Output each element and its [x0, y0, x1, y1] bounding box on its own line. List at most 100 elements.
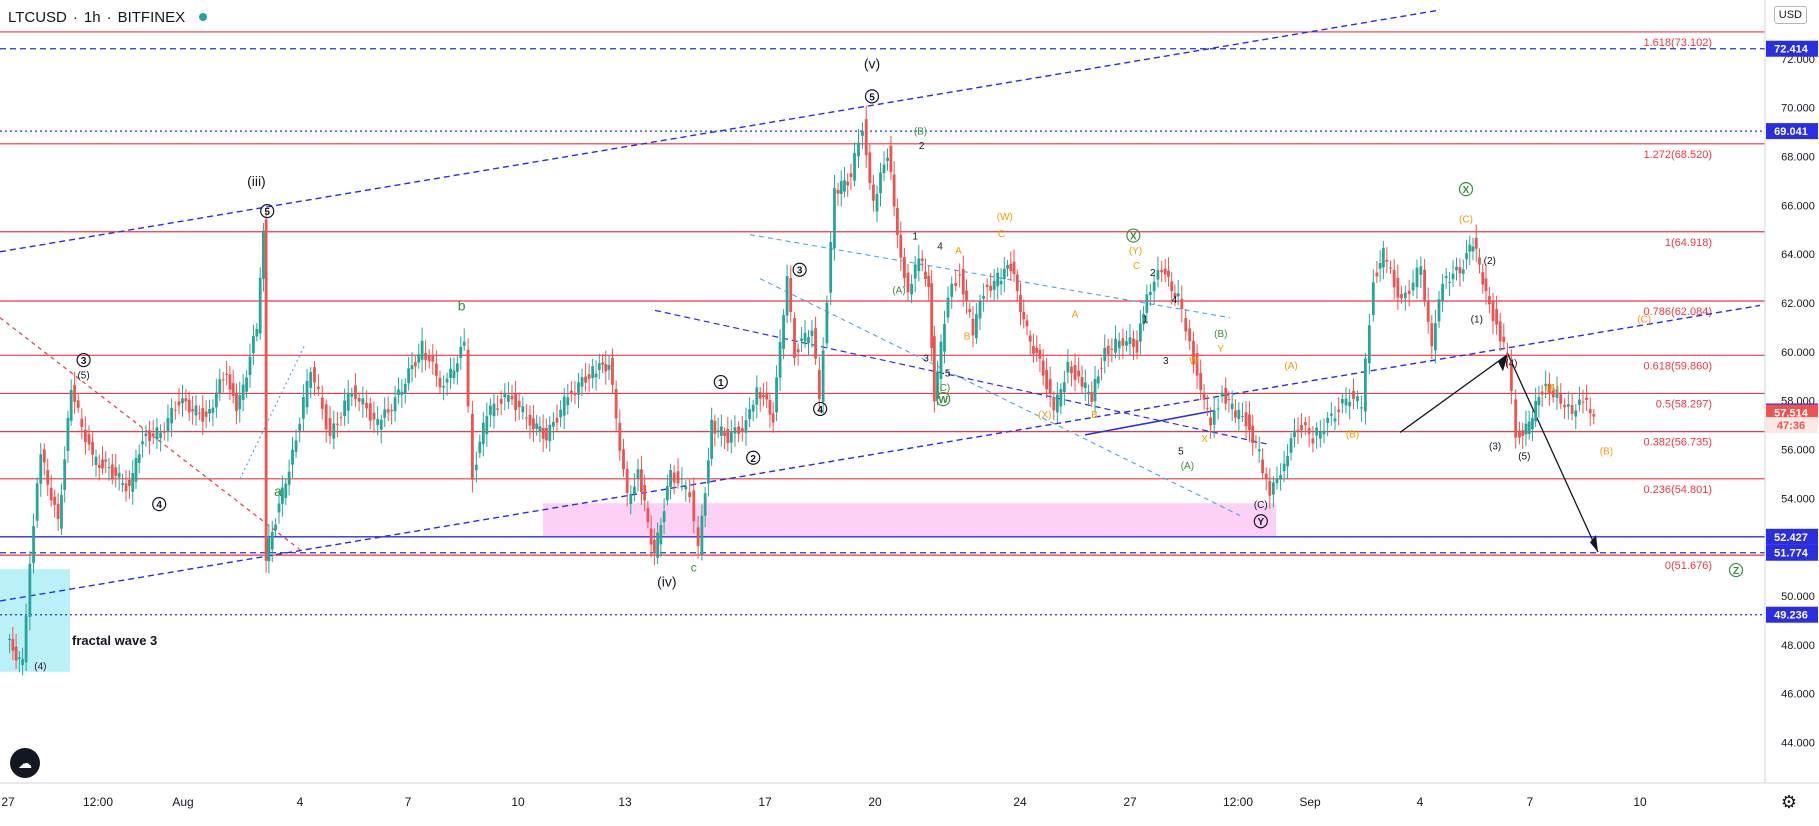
- candle-body: [825, 302, 829, 344]
- projection-down-line: [1507, 354, 1599, 553]
- candle-body: [148, 430, 151, 442]
- candle-body: [1502, 336, 1506, 342]
- candle-body: [800, 338, 803, 341]
- candle-body: [1035, 347, 1039, 353]
- candle-body: [1352, 390, 1355, 399]
- candle-body: [1090, 392, 1094, 402]
- candle-body: [104, 459, 108, 462]
- zones-layer: fractal wave 3: [0, 503, 1276, 672]
- candle-body: [287, 471, 291, 485]
- candle-body: [60, 495, 63, 529]
- candle-body: [1216, 408, 1220, 410]
- candle-body: [1430, 323, 1434, 347]
- wave-label: W: [939, 395, 949, 406]
- candle-body: [864, 119, 868, 156]
- candle-body: [1548, 383, 1551, 394]
- candle-body: [924, 271, 927, 280]
- candle-body: [1234, 410, 1237, 418]
- candle-body: [128, 479, 131, 486]
- candle-body: [1230, 403, 1234, 410]
- candle-body: [1411, 282, 1415, 291]
- candle-body: [713, 420, 717, 434]
- candle-body: [1441, 283, 1444, 302]
- wave-label: 4: [937, 241, 943, 252]
- candle-body: [829, 242, 833, 293]
- candle-body: [124, 483, 128, 492]
- projection-arrowhead-down: [1590, 535, 1598, 553]
- wave-label: (iv): [657, 573, 676, 589]
- candle-body: [971, 318, 975, 336]
- candle-body: [354, 385, 357, 399]
- candle-body: [1279, 475, 1282, 480]
- candle-body: [1160, 270, 1164, 273]
- wave-label: (B): [1346, 429, 1359, 440]
- candle-body: [591, 366, 595, 379]
- settings-gear-icon[interactable]: ⚙: [1780, 792, 1797, 812]
- candle-body: [49, 487, 53, 501]
- candle-body: [66, 418, 70, 451]
- candle-body: [614, 389, 618, 419]
- fib-level-label: 0.5(58.297): [1656, 398, 1712, 410]
- candle-body: [676, 471, 680, 484]
- wave-label: 5: [264, 207, 270, 218]
- candle-body: [452, 370, 456, 379]
- candle-body: [264, 219, 268, 561]
- candle-body: [950, 283, 954, 297]
- candle-body: [652, 539, 656, 554]
- symbol-header[interactable]: LTCUSD · 1h · BITFINEX: [4, 6, 212, 28]
- candle-body: [141, 441, 144, 445]
- candle-body: [688, 492, 692, 498]
- candle-body: [1163, 268, 1167, 275]
- wave-label-circle: [1458, 182, 1474, 197]
- candle-body: [1378, 263, 1382, 269]
- candle-body: [1087, 391, 1090, 395]
- candle-body: [978, 300, 982, 319]
- candle-body: [91, 441, 94, 455]
- candle-body: [11, 639, 15, 651]
- candle-body: [821, 350, 825, 402]
- candle-body: [181, 398, 184, 404]
- candle-body: [427, 355, 431, 362]
- candle-body: [1080, 377, 1084, 387]
- candle-body: [672, 472, 676, 483]
- candle-body: [94, 456, 98, 465]
- candle-body: [943, 323, 946, 352]
- candle-body: [1237, 409, 1241, 420]
- candle-body: [151, 433, 155, 436]
- candle-body: [496, 408, 499, 410]
- candle-body: [1220, 392, 1224, 397]
- candle-body: [1055, 394, 1059, 413]
- currency-button[interactable]: USD: [1773, 6, 1807, 24]
- tradingview-logo-icon[interactable]: ☁: [10, 748, 40, 778]
- candle-body: [350, 393, 354, 397]
- candle-body: [1518, 431, 1521, 438]
- wave-label: (W): [997, 212, 1013, 223]
- candle-body: [63, 459, 67, 490]
- candle-body: [514, 394, 517, 411]
- fib-level-label: 0.382(56.735): [1644, 437, 1713, 449]
- x-tick-label: 4: [1417, 795, 1424, 809]
- candle-body: [782, 315, 785, 349]
- candle-body: [1019, 294, 1022, 312]
- candle-body: [424, 353, 427, 360]
- candle-body: [1148, 291, 1152, 296]
- candle-body: [939, 341, 943, 379]
- candle-body: [999, 280, 1003, 285]
- candle-body: [284, 483, 288, 498]
- candle-body: [1389, 267, 1392, 269]
- candle-body: [258, 277, 262, 334]
- candle-body: [517, 400, 521, 408]
- candle-body: [1481, 272, 1485, 285]
- candle-body: [552, 421, 555, 427]
- candle-body: [1559, 394, 1563, 404]
- candle-body: [76, 400, 80, 408]
- candle-body: [1209, 417, 1212, 426]
- wave-label: 3: [797, 266, 803, 277]
- candle-body: [1132, 338, 1135, 347]
- candle-body: [601, 362, 604, 365]
- candle-body: [114, 467, 118, 476]
- candle-body: [814, 328, 817, 359]
- x-tick-label: 27: [1, 795, 15, 809]
- symbol-name: LTCUSD: [8, 8, 67, 26]
